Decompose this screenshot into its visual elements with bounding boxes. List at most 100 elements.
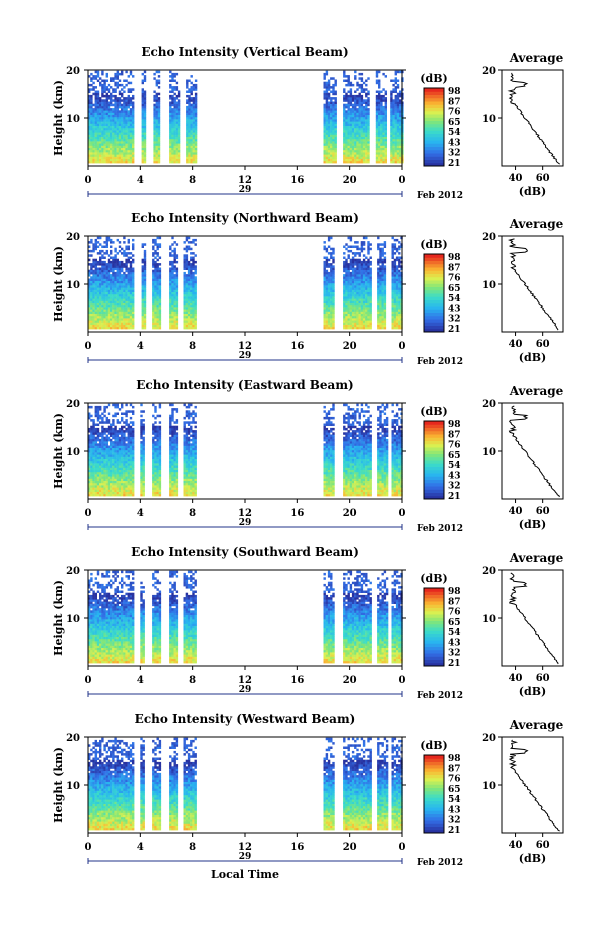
heatmap-cell [345, 134, 348, 137]
heatmap-cell [186, 81, 189, 85]
heatmap-cell [94, 108, 97, 111]
heatmap-cell [334, 158, 337, 162]
heatmap-cell [354, 112, 357, 115]
heatmap-cell [360, 79, 364, 82]
heatmap-cell [143, 280, 147, 284]
heatmap-cell [88, 108, 91, 111]
heatmap-cell [94, 408, 97, 411]
heatmap-cell [325, 258, 329, 262]
heatmap-cell [345, 324, 348, 328]
heatmap-cell [114, 94, 117, 98]
heatmap-cell [330, 156, 333, 159]
heatmap-cell [94, 70, 97, 74]
heatmap-cell [94, 482, 97, 486]
heatmap-cell [325, 318, 329, 321]
heatmap-cell [116, 132, 119, 135]
heatmap-cell [171, 99, 174, 102]
heatmap-cell [192, 304, 195, 308]
heatmap-cell [157, 114, 161, 118]
heatmap-cell [143, 315, 147, 319]
heatmap-cell [171, 72, 174, 76]
heatmap-cell [103, 414, 106, 418]
heatmap-cell [369, 285, 372, 288]
heatmap-cell [129, 143, 133, 146]
heatmap-cell [177, 112, 181, 115]
heatmap-cell [349, 92, 353, 96]
heatmap-cell [351, 110, 355, 113]
heatmap-cell [395, 315, 399, 319]
heatmap-cell [391, 269, 394, 273]
heatmap-cell [129, 127, 133, 131]
heatmap-cell [152, 252, 155, 255]
heatmap-cell [90, 154, 93, 157]
heatmap-cell [92, 149, 95, 153]
heatmap-cell [118, 267, 122, 270]
heatmap-cell [99, 487, 102, 490]
heatmap-cell [132, 298, 135, 301]
heatmap-cell [153, 145, 156, 148]
heatmap-cell [88, 296, 91, 299]
colorbar-segment [424, 328, 444, 333]
heatmap-cell [107, 125, 111, 129]
heatmap-cell [103, 487, 106, 490]
heatmap-cell [378, 134, 381, 137]
heatmap-cell [90, 311, 93, 314]
heatmap-cell [123, 282, 126, 286]
heatmap-cell [99, 123, 102, 126]
heatmap-cell [367, 127, 370, 131]
heatmap-cell [127, 293, 130, 297]
heatmap-cell [121, 318, 124, 321]
heatmap-cell [394, 127, 397, 131]
heatmap-cell [156, 304, 159, 308]
heatmap-cell [157, 125, 161, 129]
heatmap-cell [88, 101, 91, 104]
heatmap-cell [365, 267, 368, 270]
heatmap-cell [152, 326, 155, 330]
heatmap-cell [121, 315, 124, 319]
heatmap-cell [156, 258, 159, 262]
heatmap-cell [94, 315, 97, 319]
heatmap-cell [330, 291, 333, 295]
average-x-tick-label: 60 [536, 339, 550, 350]
heatmap-cell [114, 276, 117, 279]
heatmap-cell [381, 274, 384, 277]
heatmap-cell [90, 441, 93, 444]
heatmap-cell [345, 315, 348, 319]
heatmap-cell [399, 92, 402, 96]
heatmap-cell [105, 315, 108, 319]
heatmap-cell [107, 278, 111, 281]
heatmap-cell [154, 318, 157, 321]
heatmap-cell [362, 313, 366, 317]
heatmap-cell [88, 434, 91, 437]
heatmap-cell [114, 158, 117, 162]
heatmap-cell [127, 149, 130, 153]
heatmap-cell [116, 252, 119, 255]
heatmap-cell [99, 463, 102, 466]
heatmap-cell [332, 313, 335, 317]
heatmap-cell [94, 324, 97, 328]
heatmap-cell [171, 86, 174, 89]
heatmap-cell [183, 241, 186, 244]
heatmap-cell [169, 97, 172, 100]
heatmap-cell [398, 296, 401, 299]
heatmap-cell [393, 304, 397, 308]
heatmap-cell [334, 121, 337, 124]
heatmap-cell [101, 412, 104, 415]
heatmap-cell [118, 127, 122, 131]
heatmap-cell [143, 92, 147, 96]
heatmap-cell [152, 296, 155, 299]
heatmap-cell [394, 114, 397, 118]
heatmap-cell [354, 103, 357, 107]
heatmap-cell [358, 136, 361, 140]
heatmap-cell [367, 313, 370, 317]
heatmap-cell [194, 265, 197, 268]
heatmap-cell [92, 438, 95, 442]
heatmap-cell [175, 269, 179, 273]
heatmap-cell [396, 103, 400, 107]
heatmap-cell [365, 265, 368, 268]
heatmap-cell [110, 99, 113, 102]
heatmap-cell [152, 258, 155, 262]
heatmap-cell [365, 260, 368, 264]
heatmap-cell [173, 158, 176, 162]
heatmap-cell [345, 298, 348, 301]
